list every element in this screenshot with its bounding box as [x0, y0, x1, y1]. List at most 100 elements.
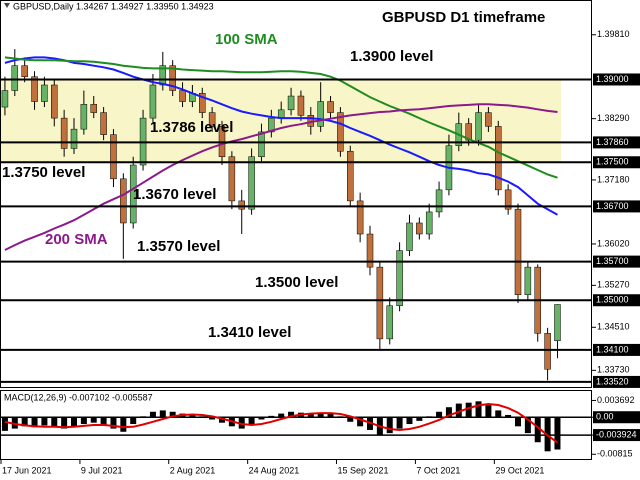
histogram-bar — [238, 417, 245, 429]
histogram-bar — [505, 414, 512, 418]
chart-header: GBPUSD,Daily 1.34267 1.34927 1.33950 1.3… — [13, 1, 214, 11]
y-tick-label: -0.003924 — [596, 429, 637, 439]
candle-body — [416, 222, 423, 235]
candle-body — [495, 126, 502, 191]
sma-line — [4, 56, 558, 216]
candle-body — [485, 112, 492, 127]
histogram-bar — [317, 412, 324, 418]
level-tag — [593, 294, 640, 307]
histogram-bar — [515, 417, 521, 427]
y-tick-label: 1.38290 — [597, 113, 630, 123]
histogram-bar — [21, 417, 28, 427]
histogram-bar — [31, 417, 38, 428]
x-tick-label: 15 Sep 2021 — [337, 465, 388, 475]
candle-body — [475, 112, 482, 141]
histogram-bar — [130, 417, 137, 425]
candle-body — [425, 211, 433, 235]
histogram-bar — [159, 410, 166, 418]
histogram-bar — [396, 417, 403, 429]
candle-body — [51, 84, 58, 119]
histogram-bar — [436, 411, 443, 418]
y-tick-label: 1.35270 — [597, 280, 630, 290]
candle-body — [287, 95, 295, 111]
histogram-bar — [445, 407, 452, 418]
candle-body — [208, 112, 216, 127]
candle-body — [248, 156, 255, 210]
level-tag-label: 1.35700 — [596, 256, 629, 266]
histogram-bar — [209, 417, 216, 420]
candle-body — [159, 65, 167, 86]
level-annotation: 1.3570 level — [137, 238, 220, 255]
candle-body — [100, 112, 107, 135]
candle-body — [21, 65, 28, 77]
x-tick-label: 7 Oct 2021 — [416, 465, 460, 475]
level-tag — [593, 343, 640, 356]
candle-body — [327, 101, 334, 113]
level-tag-label: 1.33520 — [596, 376, 629, 386]
candle-body — [179, 90, 186, 102]
histogram-bar — [386, 417, 393, 434]
y-tick-label: 0.003692 — [597, 395, 635, 405]
candle-body — [129, 164, 137, 224]
y-tick-label: 1.37180 — [597, 174, 630, 184]
histogram-bar — [485, 403, 492, 418]
histogram-bar — [90, 417, 97, 423]
candle-body — [41, 84, 48, 102]
series-label: 100 SMA — [215, 31, 278, 48]
histogram-bar — [524, 417, 531, 434]
x-tick-label: 2 Aug 2021 — [170, 465, 216, 475]
candle-body — [169, 65, 176, 91]
sma-line — [4, 56, 558, 179]
candle-body — [238, 200, 245, 210]
histogram-bar — [169, 411, 176, 418]
candle-body — [258, 131, 265, 157]
histogram-bar — [11, 417, 18, 429]
level-annotation: 1.3750 level — [2, 164, 85, 181]
candle-body — [199, 93, 206, 113]
histogram-bar — [110, 417, 117, 429]
histogram-bar — [149, 411, 156, 418]
candle-body — [268, 117, 275, 133]
level-tag-label: 1.37860 — [596, 137, 629, 147]
candle-body — [317, 101, 324, 127]
histogram-bar — [219, 417, 225, 423]
histogram-bar — [416, 417, 423, 421]
level-tag — [593, 156, 640, 169]
candle-body — [396, 250, 403, 307]
candle-body — [297, 95, 305, 116]
y-tick-label: 1.34510 — [597, 322, 630, 332]
candle-body — [70, 128, 78, 149]
level-tag-label: 1.39000 — [596, 74, 629, 84]
histogram-bar — [258, 417, 265, 420]
candle-body — [60, 117, 68, 149]
level-annotation: 1.3786 level — [150, 119, 233, 136]
candle-body — [524, 266, 532, 295]
level-tag — [593, 73, 640, 86]
histogram-bar — [406, 417, 413, 425]
histogram-bar — [1, 417, 8, 431]
histogram-bar — [554, 417, 561, 450]
candle-body — [347, 150, 354, 202]
candle-body — [110, 134, 117, 180]
candle-body — [514, 208, 522, 295]
histogram-bar — [327, 413, 334, 418]
candle-body — [31, 76, 38, 102]
level-tag-label: 1.37500 — [596, 157, 629, 167]
level-tag-label: 1.34100 — [596, 344, 629, 354]
signal-line — [4, 402, 559, 444]
level-tag — [593, 200, 640, 213]
histogram-bar — [307, 413, 314, 418]
candle-body — [120, 178, 127, 224]
histogram-bar — [278, 413, 285, 418]
histogram-bar — [534, 417, 541, 443]
histogram-bar — [248, 417, 255, 425]
header-icon — [4, 3, 10, 8]
x-tick-label: 29 Oct 2021 — [495, 465, 544, 475]
candle-body — [80, 104, 88, 130]
histogram-bar — [465, 402, 472, 418]
candle-body — [554, 304, 561, 341]
chart-title: GBPUSD D1 timeframe — [382, 9, 545, 26]
y-tick-tag — [593, 411, 640, 424]
